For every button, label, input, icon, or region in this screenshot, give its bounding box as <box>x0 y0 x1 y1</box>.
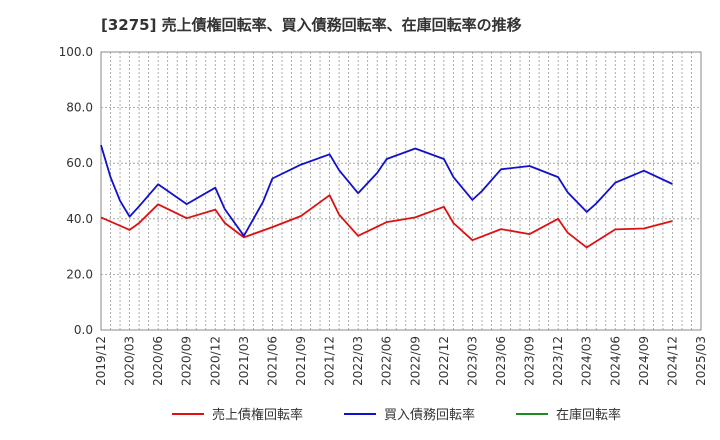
x-tick-label: 2023/12 <box>551 336 565 386</box>
legend-label-3: 在庫回転率 <box>556 407 621 423</box>
x-tick-label: 2023/06 <box>494 336 508 386</box>
series-layer <box>100 144 673 249</box>
x-tick-label: 2021/12 <box>323 336 337 386</box>
y-tick-label: 40.0 <box>66 212 93 226</box>
x-tick-label: 2025/03 <box>694 336 708 386</box>
x-tick-label: 2022/12 <box>437 336 451 386</box>
x-tick-label: 2024/12 <box>665 336 679 386</box>
x-tick-label: 2024/03 <box>580 336 594 386</box>
x-tick-label: 2024/06 <box>608 336 622 386</box>
x-tick-label: 2022/06 <box>380 336 394 386</box>
x-tick-label: 2019/12 <box>94 336 108 386</box>
legend-label-2: 買入債務回転率 <box>384 407 475 423</box>
y-tick-label: 80.0 <box>66 101 93 115</box>
series-line-2 <box>100 144 673 237</box>
chart-title: [3275] 売上債権回転率、買入債務回転率、在庫回転率の推移 <box>101 16 522 34</box>
legend-label-1: 売上債権回転率 <box>212 407 303 423</box>
x-tick-label: 2021/09 <box>294 336 308 386</box>
x-tick-label: 2024/09 <box>637 336 651 386</box>
y-tick-label: 20.0 <box>66 267 93 281</box>
x-tick-label: 2020/03 <box>123 336 137 386</box>
series-line-1 <box>100 194 673 249</box>
x-tick-label: 2022/03 <box>351 336 365 386</box>
x-tick-label: 2021/06 <box>265 336 279 386</box>
x-tick-label: 2020/06 <box>151 336 165 386</box>
x-tick-label: 2021/03 <box>237 336 251 386</box>
x-tick-label: 2020/12 <box>208 336 222 386</box>
x-tick-label: 2022/09 <box>408 336 422 386</box>
legend: 売上債権回転率 買入債務回転率 在庫回転率 <box>172 407 621 423</box>
y-axis: 0.0 20.0 40.0 60.0 80.0 100.0 <box>59 45 93 337</box>
x-tick-label: 2023/03 <box>465 336 479 386</box>
x-tick-label: 2023/09 <box>523 336 537 386</box>
y-tick-label: 60.0 <box>66 156 93 170</box>
y-tick-label: 0.0 <box>74 323 93 337</box>
y-tick-label: 100.0 <box>59 45 93 59</box>
grid-lines <box>101 52 701 330</box>
x-tick-label: 2020/09 <box>180 336 194 386</box>
plot-area <box>100 51 702 331</box>
x-axis: 2019/12 2020/03 2020/06 2020/09 2020/12 2021/… <box>94 336 708 386</box>
